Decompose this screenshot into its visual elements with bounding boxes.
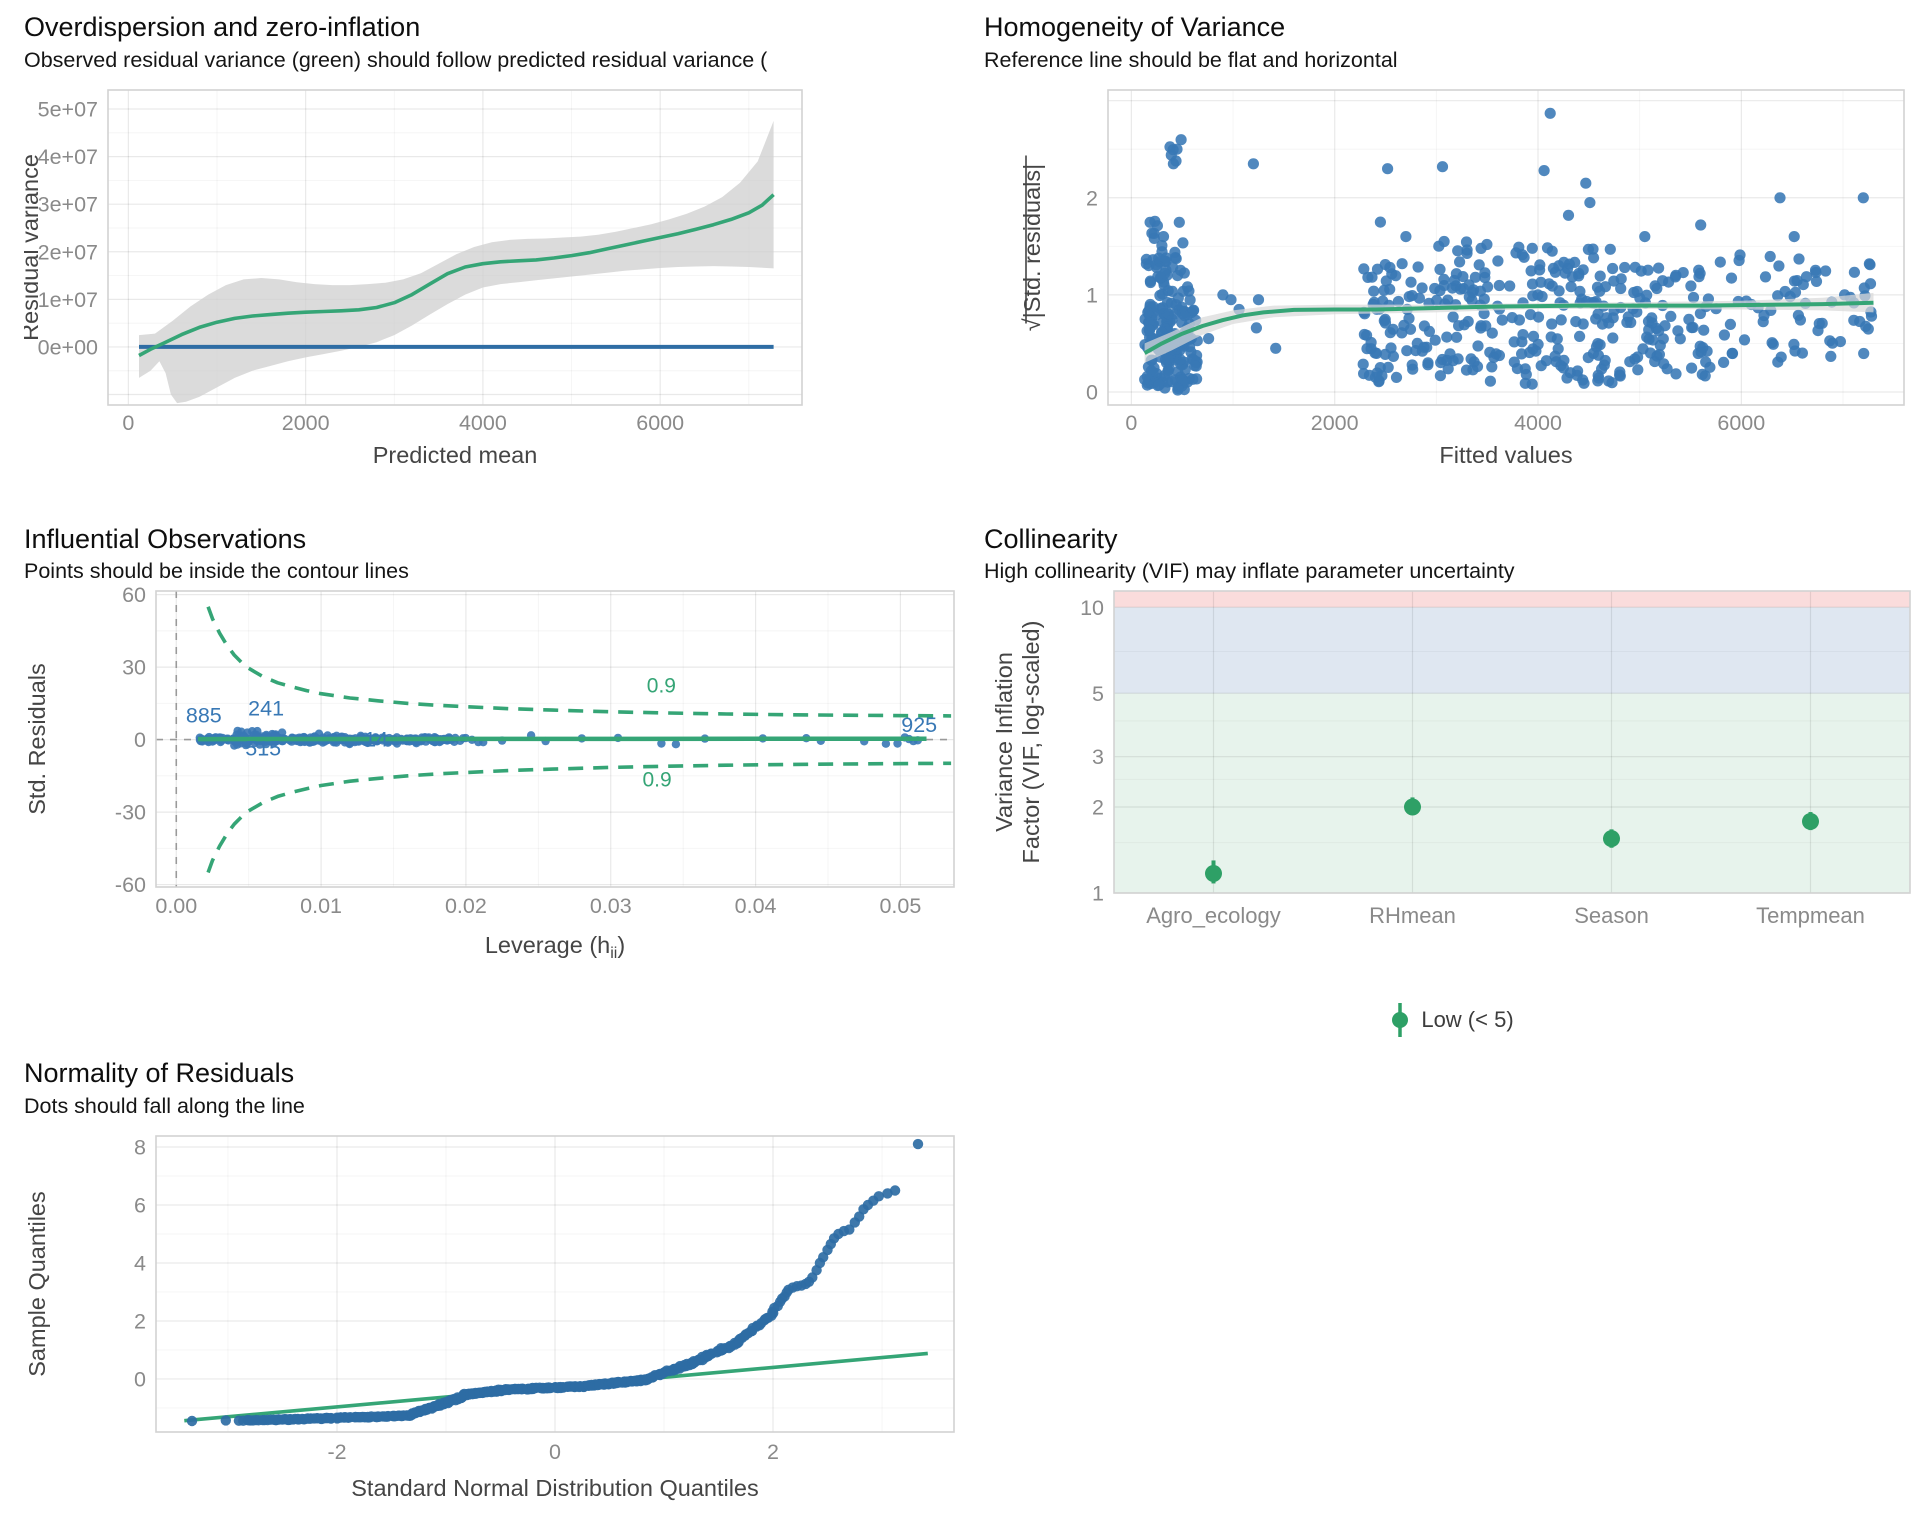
svg-text:0.04: 0.04	[735, 894, 777, 918]
svg-text:-60: -60	[115, 873, 146, 897]
svg-text:2: 2	[767, 1440, 779, 1464]
panel-normality-title: Normality of Residuals	[24, 1058, 295, 1088]
homogeneity-plot: 0 2000 4000 6000 0 1 2 Fitted values √|Std. resi…	[1019, 89, 1905, 468]
svg-text:2: 2	[1092, 796, 1104, 820]
collinearity-legend: Low (< 5)	[984, 999, 1920, 1041]
panel-collinearity-title: Collinearity	[984, 524, 1118, 554]
normality-plot: -2 0 2 0 2 4 6 8 Standard Normal Distribution Qu…	[24, 1135, 955, 1501]
svg-text:Standard Normal Distribution Q: Standard Normal Distribution Quantiles	[351, 1475, 759, 1501]
svg-text:0.02: 0.02	[445, 894, 487, 918]
svg-text:0e+00: 0e+00	[38, 336, 98, 360]
svg-text:4000: 4000	[459, 411, 507, 435]
svg-text:√|Std. residuals|: √|Std. residuals|	[1019, 164, 1045, 331]
svg-text:RHmean: RHmean	[1369, 903, 1456, 928]
panel-homogeneity: Homogeneity of Variance Reference line s…	[984, 12, 1920, 482]
svg-text:Fitted values: Fitted values	[1439, 442, 1572, 468]
svg-text:0.03: 0.03	[590, 894, 632, 918]
svg-text:8: 8	[134, 1136, 146, 1160]
svg-text:0: 0	[122, 411, 134, 435]
svg-text:6000: 6000	[1717, 411, 1765, 435]
panel-overdispersion: Overdispersion and zero-inflation Observ…	[24, 12, 960, 482]
collinearity-plot: Agro_ecology RHmean Season Tempmean 1 2 3 5 10 Va…	[991, 590, 1911, 928]
svg-text:Agro_ecology: Agro_ecology	[1146, 903, 1281, 928]
svg-text:60: 60	[122, 583, 146, 607]
svg-text:885: 885	[186, 704, 222, 728]
svg-text:6000: 6000	[636, 411, 684, 435]
svg-text:2000: 2000	[1311, 411, 1359, 435]
svg-text:6: 6	[134, 1194, 146, 1218]
svg-text:Std. Residuals: Std. Residuals	[24, 663, 50, 815]
svg-text:0.9: 0.9	[647, 675, 676, 698]
svg-text:5: 5	[1092, 682, 1104, 706]
svg-text:0: 0	[1086, 381, 1098, 405]
legend-low-label: Low (< 5)	[1421, 1007, 1514, 1033]
svg-text:4000: 4000	[1514, 411, 1562, 435]
svg-text:4: 4	[134, 1252, 146, 1276]
svg-text:0: 0	[134, 728, 146, 752]
svg-text:0: 0	[134, 1368, 146, 1392]
svg-text:2000: 2000	[282, 411, 330, 435]
panel-overdispersion-title: Overdispersion and zero-inflation	[24, 12, 421, 42]
panel-homogeneity-title: Homogeneity of Variance	[984, 12, 1286, 42]
svg-text:0.01: 0.01	[300, 894, 342, 918]
svg-text:3: 3	[1092, 745, 1104, 769]
svg-text:Leverage (hii): Leverage (hii)	[485, 932, 625, 962]
svg-text:Variance Inflation: Variance Inflation	[991, 652, 1017, 832]
svg-text:2: 2	[134, 1310, 146, 1334]
panel-collinearity: Collinearity High collinearity (VIF) may…	[984, 524, 1920, 1041]
svg-text:Season: Season	[1574, 903, 1649, 928]
panel-homogeneity-subtitle: Reference line should be flat and horizo…	[984, 48, 1398, 72]
panel-normality: Normality of Residuals Dots should fall …	[24, 1058, 960, 1540]
svg-text:10: 10	[1080, 596, 1104, 620]
svg-text:0: 0	[549, 1440, 561, 1464]
svg-text:925: 925	[901, 713, 937, 737]
svg-text:Tempmean: Tempmean	[1756, 903, 1865, 928]
svg-text:5e+07: 5e+07	[38, 98, 98, 122]
legend-pointrange-icon	[1392, 1003, 1409, 1038]
svg-text:30: 30	[122, 656, 146, 680]
panel-influential-subtitle: Points should be inside the contour line…	[24, 559, 409, 583]
svg-text:14: 14	[364, 728, 388, 752]
svg-text:2e+07: 2e+07	[38, 240, 98, 264]
svg-text:515: 515	[245, 736, 281, 760]
panel-collinearity-subtitle: High collinearity (VIF) may inflate para…	[984, 559, 1515, 583]
svg-text:Residual variance: Residual variance	[24, 154, 43, 341]
svg-text:241: 241	[248, 697, 284, 721]
svg-text:3e+07: 3e+07	[38, 193, 98, 217]
svg-text:-30: -30	[115, 801, 146, 825]
panel-normality-subtitle: Dots should fall along the line	[24, 1094, 305, 1118]
svg-text:0: 0	[1125, 411, 1137, 435]
svg-text:Sample Quantiles: Sample Quantiles	[24, 1191, 50, 1377]
overdispersion-plot: 0 2000 4000 6000 0e+00 1e+07 2e+07 3e+07 4e+07 5e…	[24, 89, 803, 468]
panel-overdispersion-subtitle: Observed residual variance (green) shoul…	[24, 48, 768, 72]
panel-influential: Influential Observations Points should b…	[24, 524, 960, 1043]
svg-text:0.00: 0.00	[155, 894, 197, 918]
svg-text:1: 1	[1086, 284, 1098, 308]
svg-text:0.9: 0.9	[642, 769, 671, 792]
svg-text:Predicted mean: Predicted mean	[373, 442, 538, 468]
svg-text:-2: -2	[327, 1440, 346, 1464]
svg-text:4e+07: 4e+07	[38, 145, 98, 169]
svg-text:1: 1	[1092, 882, 1104, 906]
svg-text:2: 2	[1086, 186, 1098, 210]
panel-influential-title: Influential Observations	[24, 524, 307, 554]
svg-text:0.05: 0.05	[879, 894, 921, 918]
svg-text:1e+07: 1e+07	[38, 288, 98, 312]
svg-text:Factor (VIF, log-scaled): Factor (VIF, log-scaled)	[1018, 621, 1044, 864]
influential-plot: 885 241 515 14 925 0.9 0.9 0.00 0.01 0.02 0.03 0.04…	[24, 583, 955, 962]
